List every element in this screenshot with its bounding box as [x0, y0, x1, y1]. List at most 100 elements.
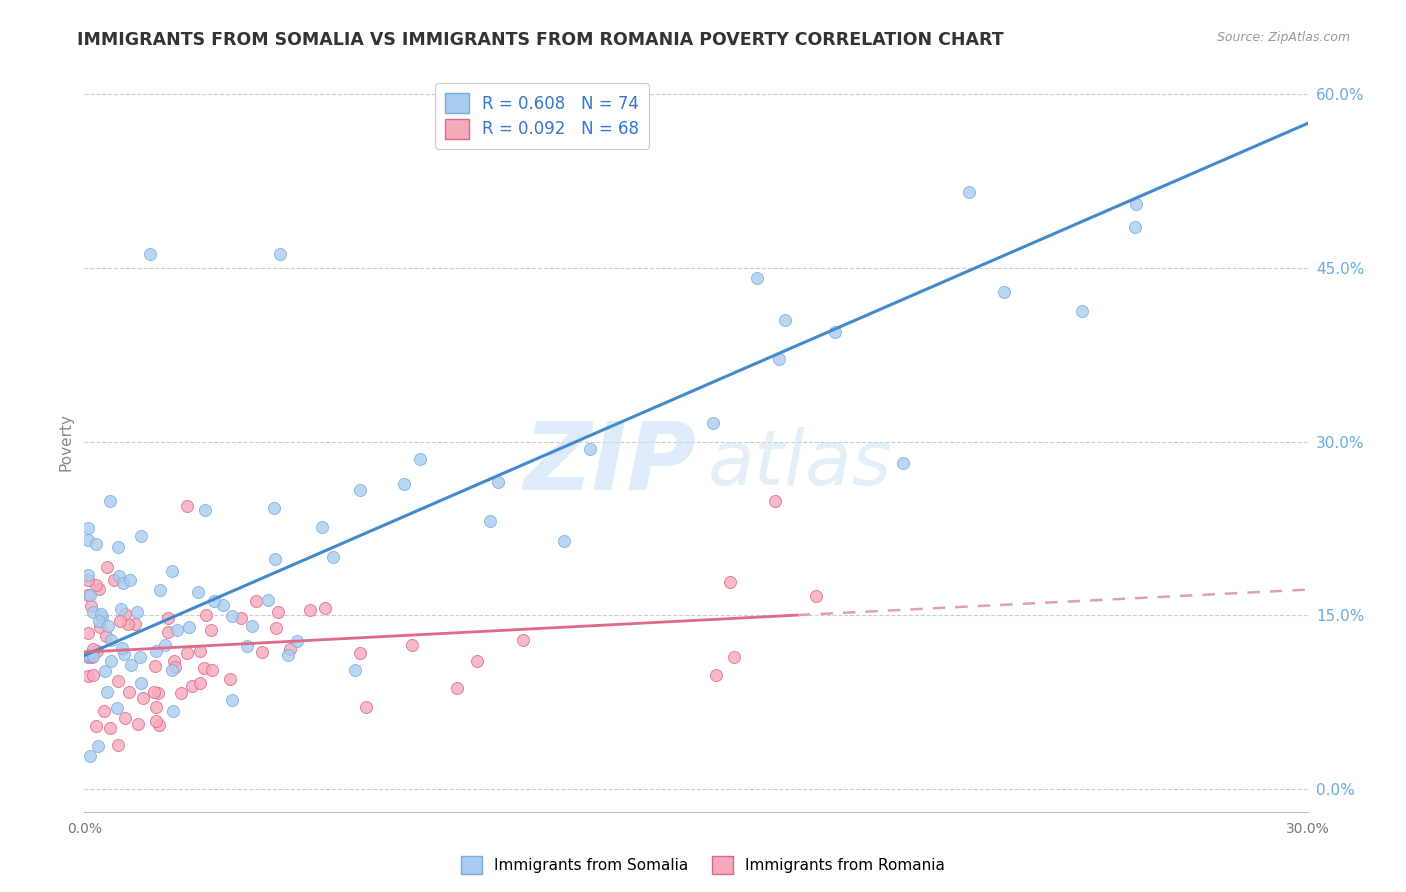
- Point: [824, 325, 846, 339]
- Point: [120, 573, 142, 587]
- Point: [90, 610, 112, 624]
- Point: [87, 614, 110, 628]
- Point: [200, 623, 222, 637]
- Text: IMMIGRANTS FROM SOMALIA VS IMMIGRANTS FROM ROMANIA POVERTY CORRELATION CHART: IMMIGRANTS FROM SOMALIA VS IMMIGRANTS FR…: [77, 31, 1004, 49]
- Point: [149, 582, 172, 597]
- Point: [343, 664, 366, 678]
- Point: [100, 653, 122, 667]
- Point: [194, 503, 217, 517]
- Point: [202, 594, 225, 608]
- Point: [79, 748, 101, 763]
- Point: [446, 681, 468, 695]
- Point: [124, 617, 146, 632]
- Point: [579, 442, 602, 457]
- Point: [94, 664, 117, 678]
- Point: [82, 649, 104, 664]
- Point: [96, 685, 118, 699]
- Point: [349, 483, 371, 497]
- Point: [110, 601, 132, 615]
- Point: [145, 644, 167, 658]
- Point: [108, 614, 131, 628]
- Point: [160, 663, 183, 677]
- Point: [245, 594, 267, 608]
- Point: [240, 619, 263, 633]
- Point: [181, 679, 204, 693]
- Point: [100, 632, 122, 647]
- Point: [195, 607, 218, 622]
- Point: [77, 650, 100, 665]
- Point: [1123, 220, 1146, 235]
- Point: [409, 451, 432, 466]
- Point: [212, 598, 235, 612]
- Point: [128, 649, 150, 664]
- Point: [267, 605, 290, 619]
- Legend: R = 0.608   N = 74, R = 0.092   N = 68: R = 0.608 N = 74, R = 0.092 N = 68: [436, 83, 648, 149]
- Point: [993, 285, 1015, 299]
- Point: [723, 650, 745, 665]
- Point: [77, 521, 100, 535]
- Point: [93, 704, 115, 718]
- Text: atlas: atlas: [709, 426, 893, 500]
- Point: [187, 585, 209, 599]
- Point: [77, 533, 100, 547]
- Point: [97, 619, 120, 633]
- Point: [235, 639, 257, 653]
- Point: [311, 520, 333, 534]
- Point: [156, 624, 179, 639]
- Point: [277, 648, 299, 663]
- Point: [117, 616, 139, 631]
- Point: [89, 620, 111, 634]
- Point: [763, 494, 786, 508]
- Point: [218, 672, 240, 686]
- Point: [718, 574, 741, 589]
- Point: [706, 668, 728, 682]
- Point: [349, 646, 371, 660]
- Point: [747, 271, 769, 285]
- Point: [77, 625, 100, 640]
- Point: [322, 549, 344, 564]
- Point: [170, 686, 193, 700]
- Point: [773, 312, 796, 326]
- Point: [79, 588, 101, 602]
- Point: [82, 605, 104, 619]
- Point: [188, 676, 211, 690]
- Point: [94, 629, 117, 643]
- Point: [105, 701, 128, 715]
- Point: [394, 476, 416, 491]
- Point: [112, 647, 135, 661]
- Point: [82, 668, 104, 682]
- Point: [166, 623, 188, 637]
- Point: [145, 714, 167, 728]
- Point: [179, 620, 201, 634]
- Text: ZIP: ZIP: [523, 417, 696, 509]
- Point: [231, 611, 253, 625]
- Point: [77, 567, 100, 582]
- Point: [153, 638, 176, 652]
- Point: [285, 634, 308, 648]
- Point: [263, 500, 285, 515]
- Point: [768, 352, 790, 367]
- Point: [891, 456, 914, 470]
- Point: [80, 650, 103, 665]
- Point: [252, 645, 274, 659]
- Point: [114, 607, 136, 622]
- Point: [465, 654, 488, 668]
- Point: [90, 607, 112, 621]
- Point: [129, 528, 152, 542]
- Point: [82, 641, 104, 656]
- Point: [77, 588, 100, 602]
- Point: [1125, 197, 1147, 211]
- Point: [193, 661, 215, 675]
- Point: [114, 711, 136, 725]
- Point: [132, 690, 155, 705]
- Point: [269, 247, 291, 261]
- Point: [314, 601, 336, 615]
- Point: [486, 475, 509, 489]
- Y-axis label: Poverty: Poverty: [58, 412, 73, 471]
- Point: [221, 609, 243, 624]
- Point: [77, 669, 100, 683]
- Legend: Immigrants from Somalia, Immigrants from Romania: Immigrants from Somalia, Immigrants from…: [454, 850, 952, 880]
- Point: [107, 674, 129, 689]
- Point: [264, 552, 287, 566]
- Point: [188, 644, 211, 658]
